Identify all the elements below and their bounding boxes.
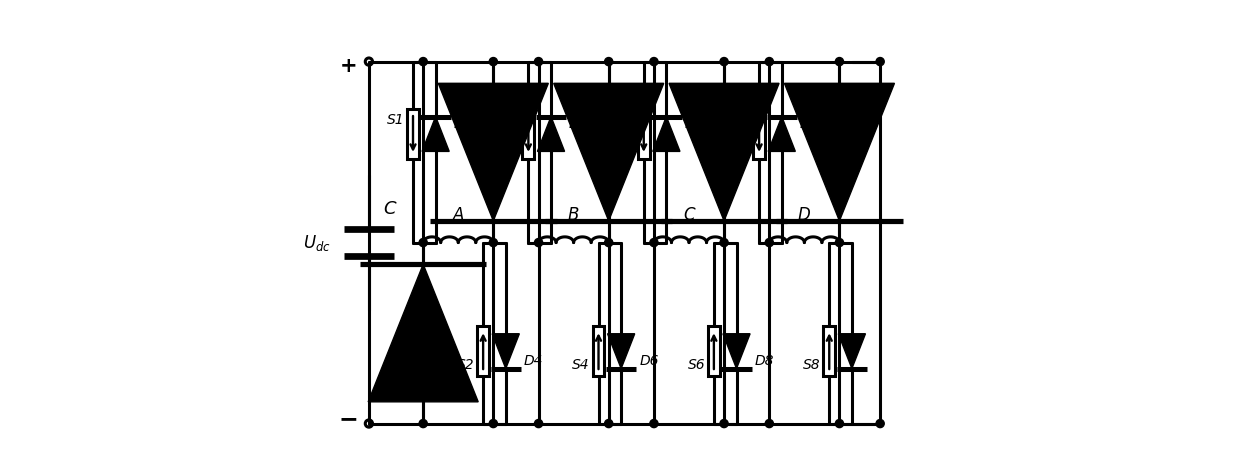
Circle shape	[419, 58, 428, 65]
Polygon shape	[438, 83, 548, 221]
Circle shape	[720, 420, 728, 428]
Circle shape	[765, 239, 774, 247]
Text: D5: D5	[732, 131, 751, 146]
Text: S1: S1	[387, 113, 404, 127]
Text: C: C	[383, 200, 396, 218]
Polygon shape	[670, 83, 779, 221]
Text: S3: S3	[502, 113, 520, 127]
Circle shape	[765, 58, 774, 65]
Circle shape	[419, 239, 428, 247]
Polygon shape	[838, 334, 866, 369]
Circle shape	[836, 239, 843, 247]
Circle shape	[605, 239, 613, 247]
Polygon shape	[652, 117, 680, 152]
Polygon shape	[608, 334, 635, 369]
Circle shape	[877, 420, 884, 428]
Circle shape	[877, 58, 884, 65]
Circle shape	[534, 239, 543, 247]
Polygon shape	[368, 264, 479, 402]
Text: S2: S2	[456, 358, 475, 372]
Polygon shape	[554, 83, 663, 221]
Polygon shape	[785, 83, 894, 221]
Polygon shape	[537, 117, 564, 152]
Text: S5: S5	[618, 113, 635, 127]
Circle shape	[720, 58, 728, 65]
Text: D4: D4	[523, 354, 543, 368]
Text: S8: S8	[804, 358, 821, 372]
Circle shape	[836, 420, 843, 428]
Circle shape	[419, 420, 428, 428]
Polygon shape	[422, 117, 449, 152]
Text: $U_{dc}$: $U_{dc}$	[303, 233, 330, 252]
Circle shape	[605, 420, 613, 428]
Circle shape	[490, 420, 497, 428]
Text: −: −	[339, 407, 358, 431]
Text: D1: D1	[501, 131, 521, 146]
Text: D1: D1	[454, 117, 474, 131]
Circle shape	[836, 58, 843, 65]
Circle shape	[490, 58, 497, 65]
Text: S7: S7	[733, 113, 750, 127]
Text: D6: D6	[640, 354, 658, 368]
Text: D: D	[799, 206, 811, 224]
Text: A: A	[453, 206, 464, 224]
Circle shape	[650, 420, 658, 428]
Circle shape	[765, 420, 774, 428]
Text: D2: D2	[396, 340, 415, 354]
Polygon shape	[768, 117, 795, 152]
Text: D3: D3	[569, 117, 589, 131]
Polygon shape	[723, 334, 750, 369]
Text: C: C	[683, 206, 694, 224]
Text: D7: D7	[848, 131, 867, 146]
Text: S6: S6	[688, 358, 706, 372]
Circle shape	[534, 58, 543, 65]
Circle shape	[605, 58, 613, 65]
Circle shape	[650, 58, 658, 65]
Text: D7: D7	[800, 117, 820, 131]
Text: D8: D8	[755, 354, 774, 368]
Text: S4: S4	[573, 358, 590, 372]
Text: D3: D3	[616, 131, 636, 146]
Text: B: B	[568, 206, 579, 224]
Circle shape	[650, 239, 658, 247]
Text: D5: D5	[684, 117, 704, 131]
Circle shape	[534, 420, 543, 428]
Polygon shape	[492, 334, 520, 369]
Circle shape	[720, 239, 728, 247]
Circle shape	[490, 239, 497, 247]
Text: +: +	[340, 56, 357, 76]
